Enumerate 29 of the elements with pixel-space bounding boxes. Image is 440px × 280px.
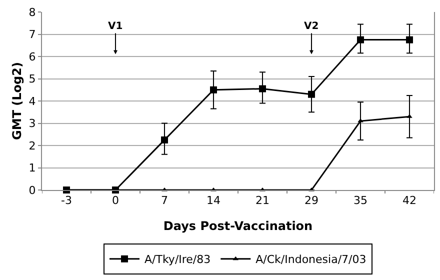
y-tick-label: 3	[28, 117, 36, 130]
point	[357, 36, 364, 44]
x-tick-label: 29	[304, 194, 318, 208]
y-tick-label: 7	[28, 28, 36, 42]
y-tick-label: 5	[28, 72, 36, 86]
point	[210, 86, 217, 94]
x-tick-label: 7	[161, 194, 168, 208]
x-tick-label: 14	[206, 194, 220, 208]
x-tick-label: -3	[61, 194, 72, 208]
point	[308, 90, 315, 98]
y-axis-title: GMT (Log2)	[10, 62, 24, 140]
x-tick-label: 35	[354, 194, 368, 208]
annotation: V2	[304, 21, 319, 32]
point	[259, 85, 266, 92]
point	[161, 136, 168, 144]
legend-label: A/Tky/Ire/83	[144, 253, 211, 266]
y-tick-label: 1	[28, 162, 36, 175]
y-tick-label: 2	[28, 139, 36, 152]
y-tick-label: 4	[28, 94, 36, 108]
x-tick-label: 21	[256, 194, 270, 208]
point	[406, 36, 413, 44]
legend-label: A/Ck/Indonesia/7/03	[256, 253, 366, 266]
annotation: V1	[108, 21, 123, 32]
y-tick-label: 0	[28, 184, 36, 197]
x-tick-label: 0	[112, 194, 119, 208]
y-tick-label: 6	[28, 50, 36, 64]
x-axis-title: Days Post-Vaccination	[163, 219, 313, 234]
x-tick-label: 42	[402, 194, 416, 208]
y-tick-label: 8	[28, 6, 36, 19]
